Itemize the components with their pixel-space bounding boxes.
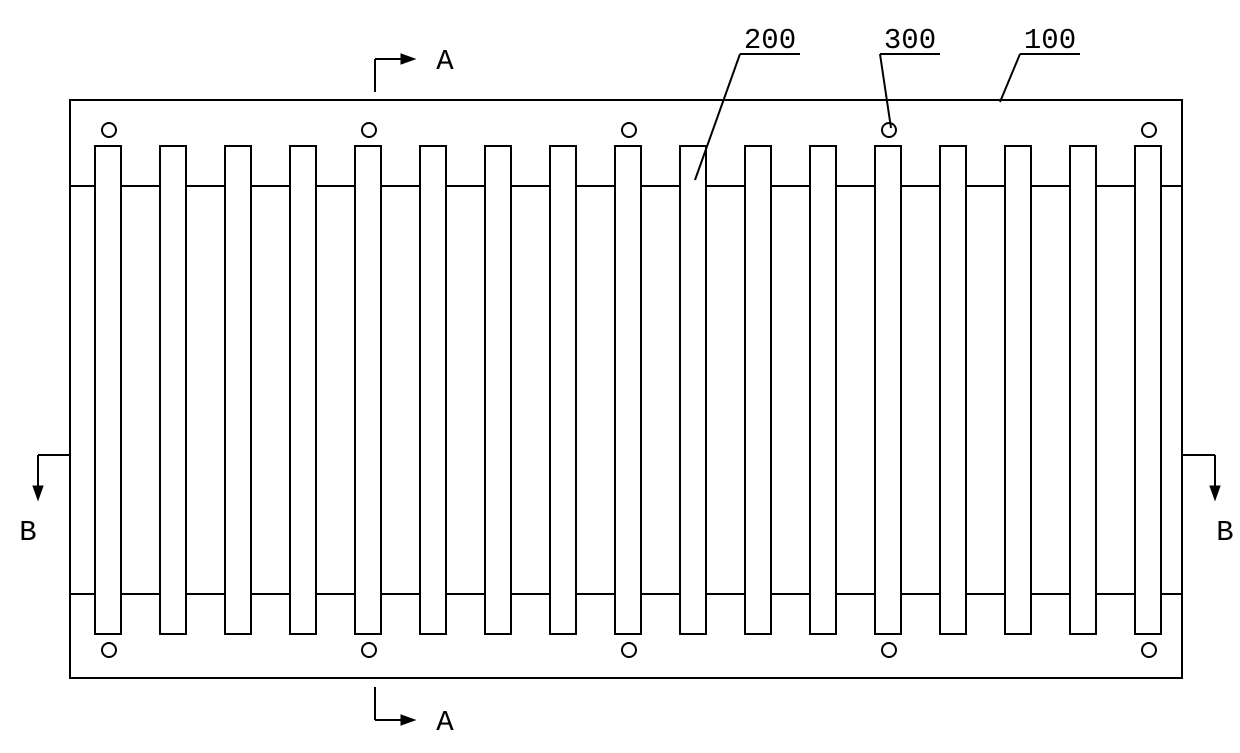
svg-text:200: 200 bbox=[744, 24, 796, 57]
callout-300: 300 bbox=[880, 24, 940, 128]
svg-text:B: B bbox=[1216, 516, 1233, 549]
svg-text:A: A bbox=[436, 45, 454, 78]
vertical-bars bbox=[95, 146, 1161, 634]
svg-text:100: 100 bbox=[1024, 24, 1076, 57]
svg-text:A: A bbox=[436, 706, 454, 739]
section-mark-a-top: A bbox=[375, 45, 454, 92]
section-mark-b-left: B bbox=[19, 455, 71, 549]
svg-text:300: 300 bbox=[884, 24, 936, 57]
section-mark-a-bottom: A bbox=[375, 687, 454, 739]
section-mark-b-right: B bbox=[1182, 455, 1234, 549]
svg-text:B: B bbox=[19, 516, 36, 549]
callout-100: 100 bbox=[1000, 24, 1080, 102]
